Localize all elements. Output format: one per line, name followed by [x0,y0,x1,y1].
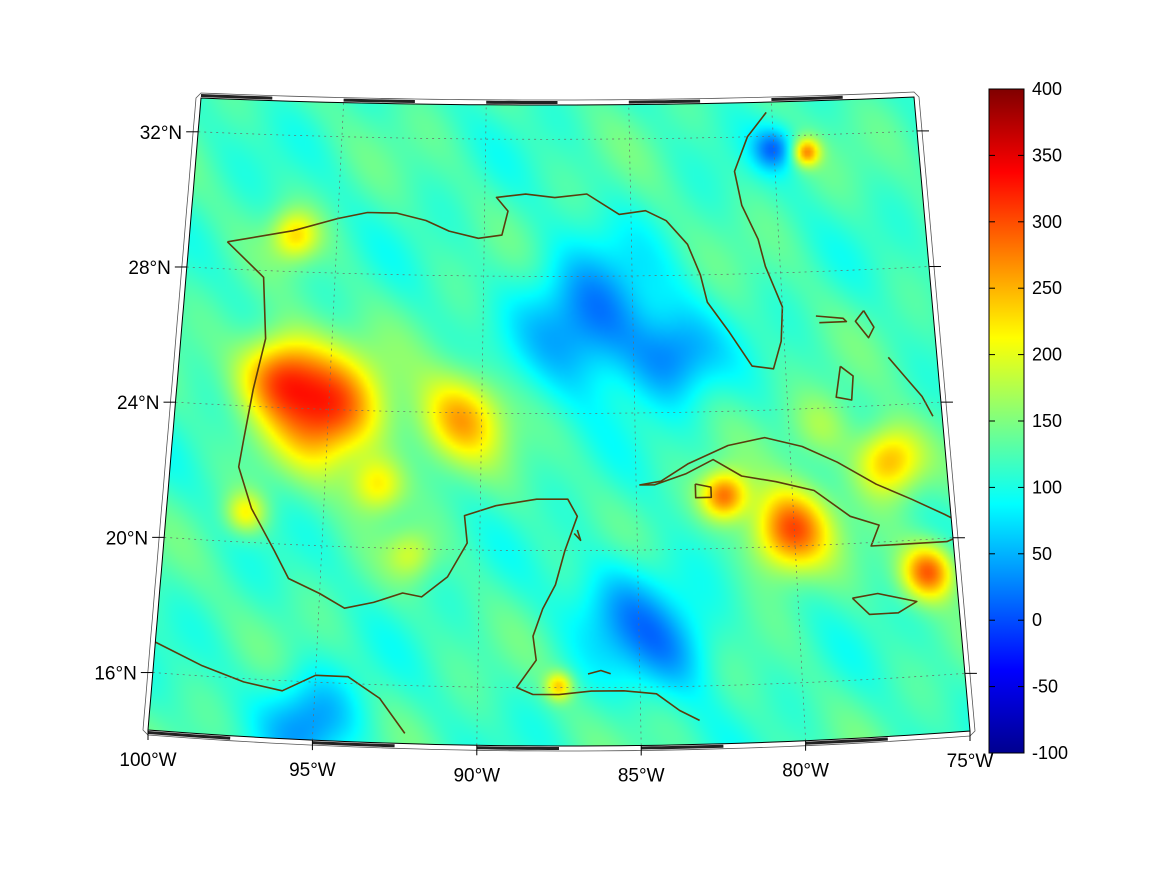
meridian-line [628,104,642,746]
meridian-line [312,102,344,741]
frame-bar [628,99,701,104]
colorbar-tick-label: 300 [1032,212,1062,232]
lat-tick-label: 24°N [117,393,159,414]
colorbar-tick-label: -100 [1032,743,1068,763]
colorbar-tick-label: -50 [1032,677,1058,697]
coastline-segment [887,356,934,417]
colorbar-tick-label: 150 [1032,411,1062,431]
colorbar-tick-label: 200 [1032,345,1062,365]
lon-tick-label: 100°W [119,750,176,771]
frame-bar [805,737,888,745]
lon-tick-label: 85°W [618,765,665,786]
map-frame [142,91,976,752]
colorbar-tick-label: 50 [1032,544,1052,564]
coastline-segment [694,483,713,499]
frame-bar [147,731,231,740]
parallel-line [186,266,930,277]
frame-bar [200,94,273,100]
colorbar-tick-label: 100 [1032,477,1062,497]
coastline-segment [227,111,784,370]
coastline-segment [854,310,875,339]
frame-bar [343,98,415,103]
lat-tick-label: 20°N [106,528,148,549]
frame-bar [312,741,395,748]
map-area: 100°W 95°W 90°W 85°W 80°W 75°W 32°N 28°N 24°N 20°… [94,91,993,787]
colorbar-tick-label: 0 [1032,610,1042,630]
coastline-segment [851,592,918,616]
coastline-segment [835,365,854,401]
lon-tick-label: 75°W [947,751,994,772]
coastline-segment [573,529,582,542]
coastline-segment [815,315,848,324]
frame-bar [476,746,559,750]
lon-tick-label: 90°W [453,765,500,786]
colorbar-tick-label: 350 [1032,145,1062,165]
lon-tick-label: 80°W [782,761,829,782]
colorbar-ticks: 400 350 300 250 200 150 100 50 0 -50 -100 [989,79,1068,763]
axis-ticks: 100°W 95°W 90°W 85°W 80°W 75°W 32°N 28°N 24°N 20°… [94,123,993,787]
parallel-line [175,401,942,414]
lat-tick-label: 32°N [140,123,182,144]
coastline-segment [639,436,970,547]
heatmap-field [148,97,970,746]
coastline-segment [587,669,611,675]
coastline-segment [155,641,406,734]
lon-tick-label: 95°W [289,760,336,781]
lat-tick-label: 28°N [128,258,170,279]
meridian-line [771,101,806,741]
lat-tick-label: 16°N [94,664,136,685]
frame-bar [771,95,843,101]
graticule [152,101,965,746]
colorbar-tick-label: 400 [1032,79,1062,99]
frame-bar [641,744,724,750]
colorbar: 400 350 300 250 200 150 100 50 0 -50 -100 [988,79,1068,763]
colorbar-tick-label: 250 [1032,278,1062,298]
